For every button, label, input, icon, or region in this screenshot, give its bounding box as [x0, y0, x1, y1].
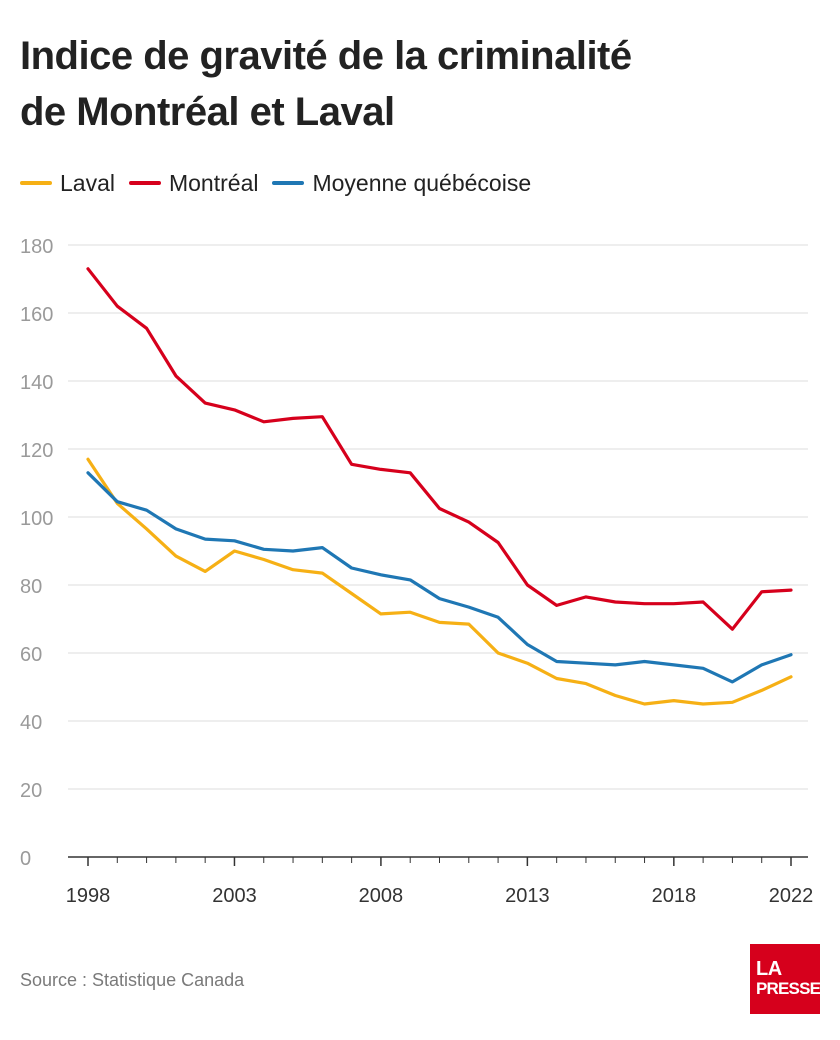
x-tick-label: 2008 — [359, 885, 404, 907]
line-chart: 0 20 40 60 80 100 120 140 160 180 1998 2003 2008 2013… — [20, 236, 814, 907]
y-tick-label: 160 — [20, 304, 53, 326]
x-tick-label: 2018 — [652, 885, 697, 907]
y-tick-label: 20 — [20, 780, 42, 802]
logo-line-1: LA — [756, 958, 782, 980]
legend-label: Laval — [60, 169, 115, 196]
legend-label: Moyenne québécoise — [312, 169, 532, 196]
y-tick-label: 120 — [20, 440, 53, 462]
y-tick-label: 80 — [20, 576, 42, 598]
source-note: Source : Statistique Canada — [20, 970, 245, 990]
y-tick-label: 140 — [20, 372, 53, 394]
legend-item: Montréal — [128, 169, 259, 197]
legend-swatch — [272, 181, 305, 185]
title-line-1: Indice de gravité de la criminalité — [20, 34, 632, 78]
logo-line-2: PRESSE — [756, 979, 821, 998]
x-tick-label: 2013 — [505, 885, 550, 907]
title-line-2: de Montréal et Laval — [20, 90, 395, 134]
legend-swatch — [20, 181, 52, 185]
la-presse-logo: LA PRESSE — [750, 944, 821, 1014]
x-tick-label: 1998 — [66, 885, 111, 907]
series-line-laval — [86, 457, 793, 706]
x-tick-label: 2003 — [212, 885, 257, 907]
legend-swatch — [128, 181, 161, 185]
y-tick-label: 0 — [20, 848, 31, 870]
legend: Laval Montréal Moyenne québécoise — [20, 166, 545, 200]
legend-label: Montréal — [168, 169, 259, 196]
y-tick-label: 60 — [20, 644, 42, 666]
chart-title: Indice de gravité de la criminalité de M… — [20, 28, 820, 140]
y-tick-label: 180 — [20, 236, 53, 258]
series-line-moyenne-qu-b-coise — [86, 471, 793, 684]
legend-item: Laval — [20, 170, 115, 197]
y-tick-label: 100 — [20, 508, 53, 530]
x-tick-label: 2022 — [769, 885, 814, 907]
y-tick-label: 40 — [20, 712, 42, 734]
series-line-montr-al — [86, 267, 793, 631]
legend-item: Moyenne québécoise — [272, 170, 531, 197]
